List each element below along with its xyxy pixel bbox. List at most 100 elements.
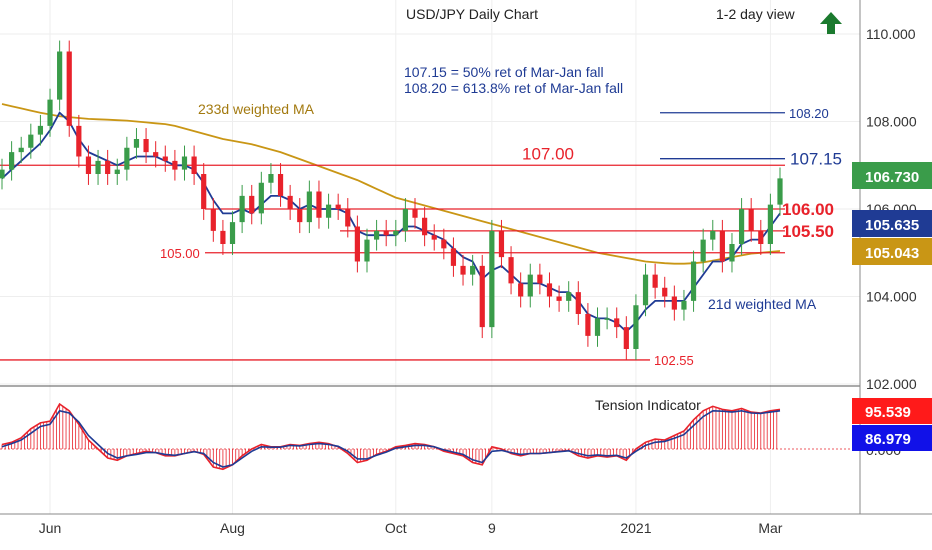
candle-body: [642, 274, 649, 306]
candle-body: [566, 292, 572, 301]
candle-body: [76, 125, 82, 157]
x-axis: Jun Aug Oct 9 2021 Mar: [39, 520, 783, 536]
candle-body: [114, 169, 120, 174]
candle-body: [37, 125, 44, 135]
candle-body: [518, 283, 524, 297]
osc-value-tag: [852, 398, 932, 424]
price-tag: [852, 162, 932, 189]
candle-body: [422, 217, 428, 236]
level-label: 102.55: [654, 353, 694, 368]
candle-body: [777, 178, 783, 205]
view-label: 1-2 day view: [716, 6, 795, 22]
candle-body: [604, 318, 610, 320]
candle-body: [335, 204, 341, 209]
candle-body: [133, 139, 140, 148]
ma233-label: 233d weighted MA: [198, 101, 315, 117]
candle-body: [690, 261, 697, 301]
y-tick-label: 102.000: [866, 376, 917, 392]
x-tick-label: 9: [488, 520, 496, 536]
level-label: 105.50: [782, 222, 834, 241]
osc-value-tag-label: 86.979: [865, 431, 911, 448]
candle-body: [181, 156, 188, 170]
candle-body: [767, 204, 773, 244]
candle-body: [105, 160, 111, 174]
price-tag: [852, 210, 932, 237]
candle-body: [431, 235, 437, 240]
osc-value-tag: [852, 425, 932, 451]
price-tag: [852, 238, 932, 265]
candle-body: [220, 230, 226, 244]
candle-body: [0, 169, 5, 179]
candle-body: [172, 160, 178, 170]
candle-body: [201, 174, 207, 209]
candle-body: [719, 230, 725, 262]
candle-body: [508, 257, 514, 284]
candle-body: [297, 209, 303, 223]
candle-body: [527, 274, 533, 297]
candle-body: [671, 296, 677, 310]
candle-body: [489, 230, 495, 328]
candle-body: [143, 139, 149, 153]
osc-value-tag-label: 95.539: [865, 404, 911, 421]
x-tick-label: Mar: [758, 520, 782, 536]
x-tick-label: Aug: [220, 520, 245, 536]
level-label: 108.20: [789, 106, 829, 121]
level-label: 107.00: [522, 144, 574, 163]
candle-body: [124, 147, 130, 170]
candle-body: [652, 274, 658, 288]
candle-body: [95, 160, 101, 174]
candle-body: [345, 209, 351, 227]
candle-body: [47, 99, 53, 126]
tension-label: Tension Indicator: [595, 397, 701, 413]
candle-body: [393, 230, 399, 236]
price-tag-label: 106.730: [865, 169, 919, 186]
candle-body: [681, 300, 687, 310]
candle-body: [287, 195, 293, 209]
candle-body: [729, 244, 735, 262]
candle-body: [460, 265, 466, 275]
candle-body: [470, 265, 476, 275]
candle-body: [585, 314, 591, 336]
candle-body: [594, 318, 601, 336]
candle-body: [623, 327, 629, 349]
x-tick-label: 2021: [620, 520, 651, 536]
candle-body: [191, 156, 197, 174]
y-tick-label: 104.000: [866, 289, 917, 305]
candle-body: [402, 209, 409, 231]
candle-body: [229, 222, 236, 244]
candle-body: [662, 287, 668, 297]
candle-body: [710, 230, 716, 240]
candle-body: [354, 226, 360, 262]
candle-body: [66, 51, 72, 126]
note-line-1: 107.15 = 50% ret of Mar-Jan fall: [404, 64, 604, 80]
candle-body: [556, 296, 562, 301]
x-tick-label: Jun: [39, 520, 62, 536]
candle-body: [412, 209, 418, 218]
ma233-line: [1, 103, 781, 265]
candle-body: [546, 283, 553, 297]
level-label: 106.00: [782, 200, 834, 219]
candle-body: [450, 248, 457, 266]
candle-body: [633, 305, 639, 349]
candle-body: [738, 209, 745, 244]
candle-body: [748, 209, 754, 231]
candle-body: [758, 230, 764, 244]
candle-body: [383, 230, 389, 236]
candle-body: [316, 191, 322, 218]
candle-body: [479, 265, 485, 328]
candle-body: [306, 191, 312, 223]
candle-body: [153, 152, 159, 157]
candle-body: [498, 230, 505, 258]
candle-body: [239, 195, 245, 223]
horizontal-levels: 107.00 106.00 105.50 105.00 102.55 108.20 107.…: [0, 106, 842, 368]
tension-oscillator: [0, 402, 860, 471]
candle-body: [537, 274, 543, 284]
osc-blue-line: [1, 409, 781, 468]
price-tag-label: 105.043: [865, 245, 919, 262]
candle-body: [85, 156, 92, 174]
ma233-path: [1, 103, 781, 265]
chart-title: USD/JPY Daily Chart: [406, 6, 538, 22]
candle-body: [210, 209, 216, 231]
candle-body: [575, 292, 581, 314]
